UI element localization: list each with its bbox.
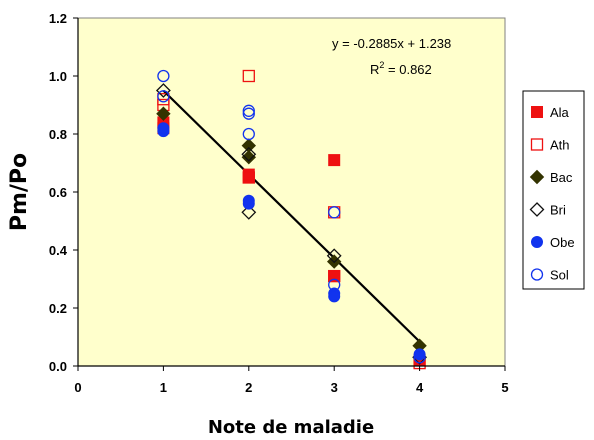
- y-tick-label: 0.2: [49, 301, 67, 316]
- x-tick-label: 2: [245, 380, 252, 395]
- plot-area: [78, 18, 505, 366]
- data-point: [329, 291, 340, 302]
- legend-box: [523, 91, 584, 289]
- y-tick-label: 0.0: [49, 359, 67, 374]
- data-point: [243, 198, 254, 209]
- x-axis-title: Note de maladie: [208, 417, 374, 438]
- y-tick-label: 0.8: [49, 127, 67, 142]
- legend: Ala Ath Bac Bri Obe Sol: [523, 91, 584, 289]
- regression-equation: y = -0.2885x + 1.238: [332, 36, 451, 51]
- legend-marker: [532, 107, 543, 118]
- y-tick-label: 1.2: [49, 11, 67, 26]
- x-tick-label: 1: [160, 380, 167, 395]
- legend-label: Obe: [550, 235, 575, 250]
- legend-label: Ath: [550, 138, 570, 153]
- data-point: [414, 349, 425, 360]
- data-point: [243, 169, 254, 180]
- legend-label: Ala: [550, 105, 570, 120]
- legend-label: Sol: [550, 268, 569, 283]
- y-tick-label: 0.6: [49, 185, 67, 200]
- legend-label: Bac: [550, 170, 573, 185]
- x-tick-label: 3: [331, 380, 338, 395]
- data-point: [158, 123, 169, 134]
- y-tick-label: 1.0: [49, 69, 67, 84]
- x-tick-label: 4: [416, 380, 424, 395]
- r-squared-label: R2 = 0.862: [370, 60, 432, 77]
- legend-marker: [532, 237, 543, 248]
- data-point: [329, 271, 340, 282]
- legend-label: Bri: [550, 203, 566, 218]
- y-tick-label: 0.4: [49, 243, 68, 258]
- y-axis-title: Pm/Po: [7, 153, 32, 231]
- data-point: [329, 155, 340, 166]
- x-tick-label: 0: [74, 380, 81, 395]
- legend-item-ala: Ala: [532, 105, 570, 120]
- legend-item-bac: Bac: [531, 170, 573, 185]
- x-tick-label: 5: [501, 380, 508, 395]
- legend-item-obe: Obe: [532, 235, 575, 250]
